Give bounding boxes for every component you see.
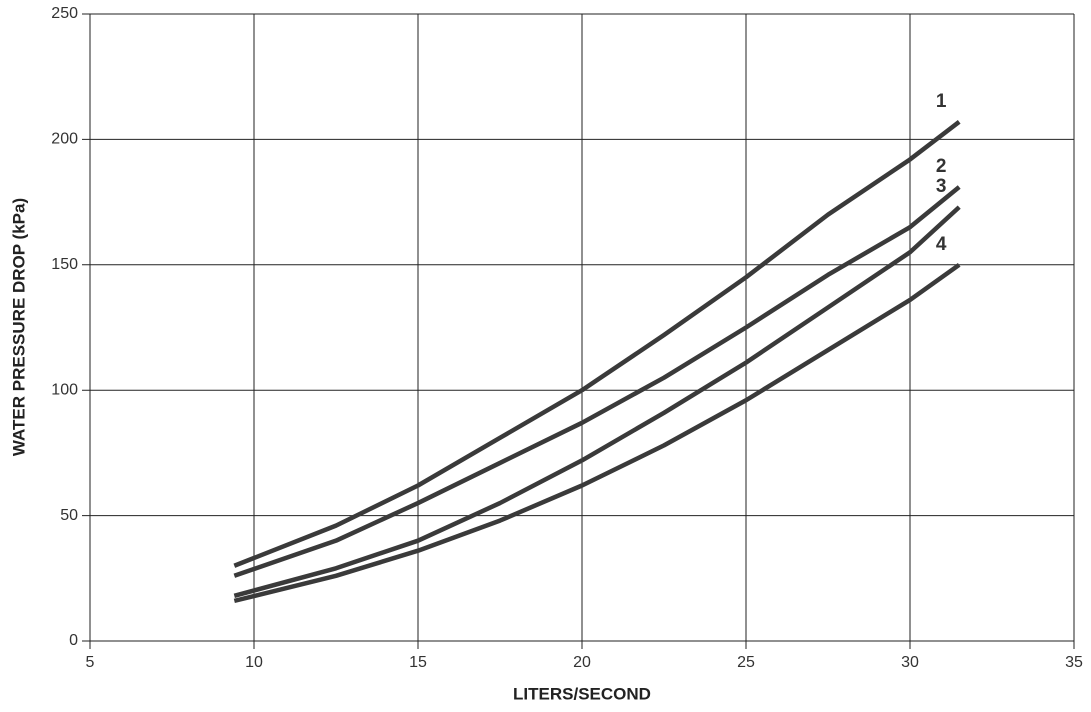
x-tick-label: 25 xyxy=(737,654,755,671)
series-line xyxy=(233,185,961,578)
y-tick-label: 50 xyxy=(60,507,78,524)
y-tick-label: 100 xyxy=(51,381,78,398)
y-tick-label: 200 xyxy=(51,131,78,148)
y-tick-label: 250 xyxy=(51,5,78,22)
x-tick-label: 15 xyxy=(409,654,427,671)
x-tick-label: 35 xyxy=(1065,654,1083,671)
series-label: 2 xyxy=(936,156,947,177)
x-axis-title: LITERS/SECOND xyxy=(513,684,651,703)
series-label: 3 xyxy=(936,176,947,197)
x-tick-label: 30 xyxy=(901,654,919,671)
series-line xyxy=(233,120,961,568)
y-tick-label: 150 xyxy=(51,256,78,273)
series-label: 1 xyxy=(936,91,947,112)
x-tick-label: 5 xyxy=(86,654,95,671)
y-tick-label: 0 xyxy=(69,632,78,649)
x-tick-label: 20 xyxy=(573,654,591,671)
x-tick-label: 10 xyxy=(245,654,263,671)
series-line xyxy=(233,262,961,604)
series-line xyxy=(233,205,961,599)
y-axis-title: WATER PRESSURE DROP (kPa) xyxy=(9,198,28,456)
series-label: 4 xyxy=(936,234,947,255)
